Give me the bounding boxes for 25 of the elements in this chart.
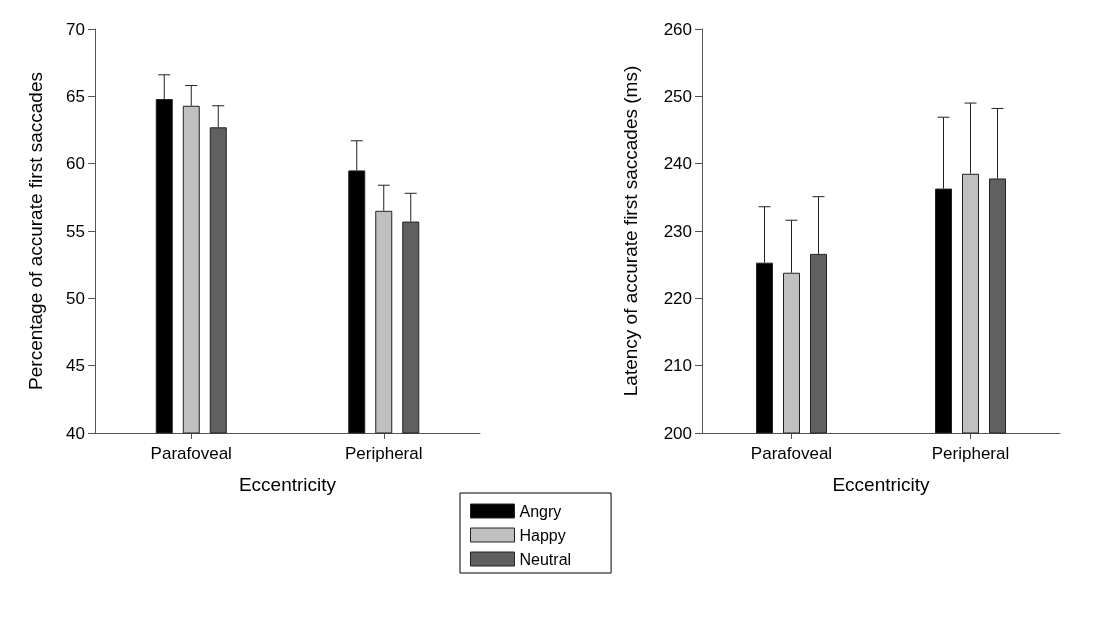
y-tick-label: 50	[66, 288, 85, 308]
x-tick-label: Parafoveal	[750, 444, 833, 463]
y-tick-label: 230	[663, 221, 692, 241]
x-tick-label: Peripheral	[345, 444, 423, 463]
y-tick-label: 260	[663, 19, 692, 39]
y-tick-label: 210	[663, 356, 692, 376]
x-axis-title: Eccentricity	[832, 474, 931, 495]
y-tick-label: 240	[663, 154, 692, 174]
y-tick-label: 40	[66, 423, 85, 443]
legend-label: Angry	[519, 502, 562, 520]
y-tick-label: 220	[663, 288, 692, 308]
y-tick-label: 250	[663, 86, 692, 106]
y-axis-title: Percentage of accurate first saccades	[25, 72, 46, 390]
y-tick-label: 55	[66, 221, 85, 241]
legend-label: Happy	[519, 526, 566, 544]
x-tick-label: Parafoveal	[150, 444, 232, 463]
y-tick-label: 200	[663, 423, 692, 443]
x-axis-title: Eccentricity	[238, 474, 337, 495]
y-axis-title: Latency of accurate first saccades (ms)	[620, 65, 641, 397]
y-tick-label: 45	[66, 356, 85, 376]
x-tick-label: Peripheral	[931, 444, 1010, 463]
y-tick-label: 70	[66, 19, 85, 39]
y-tick-label: 60	[66, 154, 85, 174]
legend-label: Neutral	[519, 550, 572, 568]
y-tick-label: 65	[66, 86, 85, 106]
